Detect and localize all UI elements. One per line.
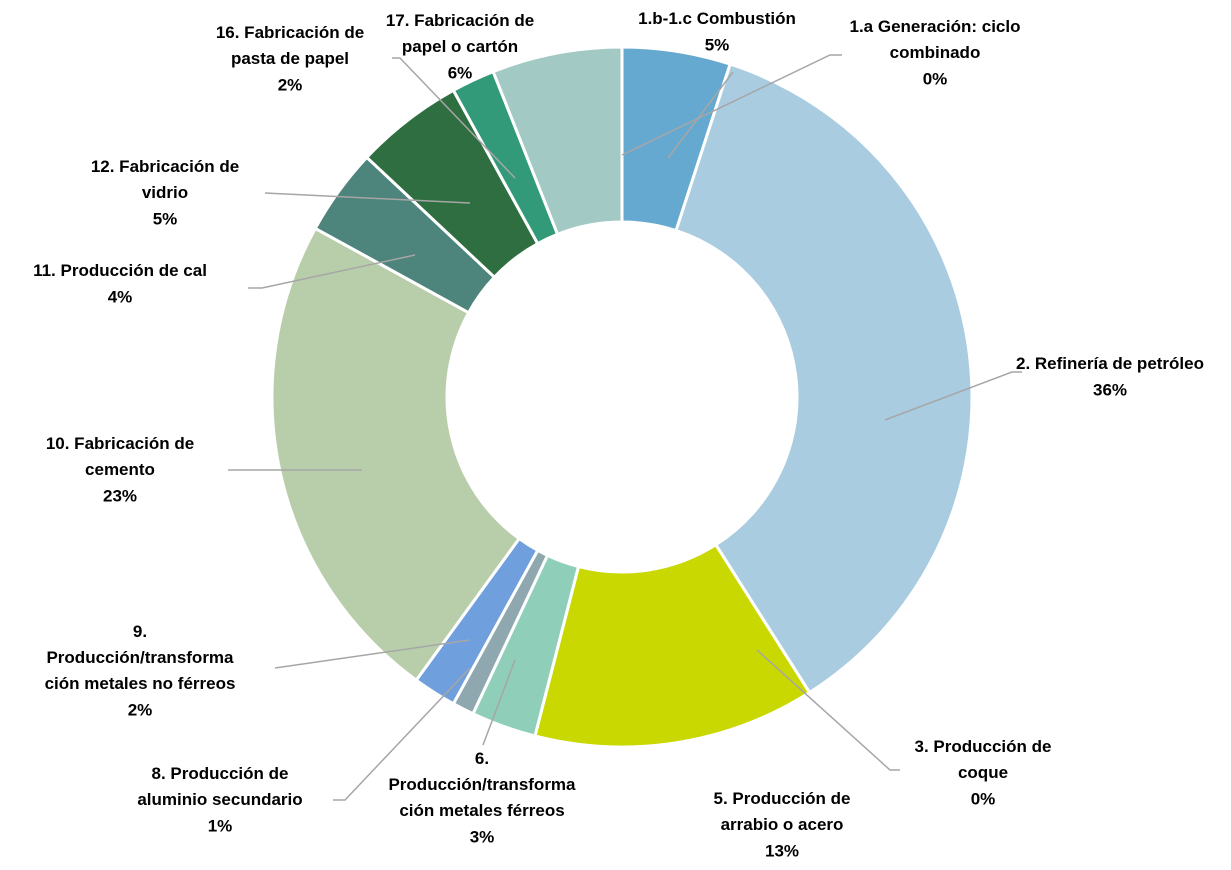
leader-line [621,54,842,156]
label-line: 8. Producción de [152,764,289,783]
value-label: 2% [128,700,153,719]
label-line: pasta de papel [231,49,349,68]
category-label: 12. Fabricación de vidrio [91,157,239,202]
category-label: 16. Fabricación de pasta de papel [216,23,364,68]
leader-line [333,667,471,801]
label-line: 11. Producción de cal [33,261,207,280]
leader-line [667,71,734,159]
label-line: 5. Producción de [714,789,851,808]
value-label: 1% [208,816,233,835]
leader-line [756,649,900,771]
label-line: Producción/transforma [388,775,576,794]
value-label: 6% [448,63,473,82]
category-label: 8. Producción de aluminio secundario [137,764,302,809]
value-label: 36% [1093,380,1127,399]
label-line: 17. Fabricación de [386,11,534,30]
label-line: vidrio [142,183,188,202]
leader-line [274,639,471,669]
label-line: 1.b-1.c Combustión [638,9,796,28]
category-label: 6. Producción/transforma ción metales férr… [388,749,576,820]
value-label: 3% [470,827,495,846]
label-line: 10. Fabricación de [46,434,194,453]
donut-slice [533,542,812,749]
label-line: 3. Producción de [915,737,1052,756]
label-line: Producción/transforma [46,648,234,667]
value-label: 2% [278,75,303,94]
leader-line [248,254,416,289]
label-line: arrabio o acero [721,815,844,834]
donut-slice [674,62,974,695]
label-line: 9. [133,622,147,641]
donut-slice [270,226,522,683]
value-label: 4% [108,287,133,306]
category-label: 2. Refinería de petróleo [1016,354,1204,373]
label-line: aluminio secundario [137,790,302,809]
value-label: 0% [971,789,996,808]
value-label: 23% [103,486,137,505]
label-line: ción metales no férreos [45,674,236,693]
label-line: 1.a Generación: ciclo [849,17,1020,36]
label-line: ción metales férreos [399,801,564,820]
value-label: 5% [705,35,730,54]
category-label: 3. Producción de coque [915,737,1052,782]
value-label: 0% [923,69,948,88]
category-label: 11. Producción de cal [33,261,207,280]
label-line: 2. Refinería de petróleo [1016,354,1204,373]
label-line: cemento [85,460,155,479]
leader-line [884,371,1022,421]
leader-line [482,659,516,746]
category-label: 9. Producción/transforma ción metales no f… [45,622,236,693]
label-line: 16. Fabricación de [216,23,364,42]
category-label: 5. Producción de arrabio o acero [714,789,851,834]
category-label: 1.a Generación: ciclo combinado [849,17,1020,62]
label-line: 12. Fabricación de [91,157,239,176]
label-line: combinado [890,43,981,62]
label-line: coque [958,763,1008,782]
label-line: papel o cartón [402,37,518,56]
donut-slice [491,45,624,237]
value-label: 13% [765,841,799,860]
value-label: 5% [153,209,178,228]
leader-line [392,57,516,179]
label-line: 6. [475,749,489,768]
category-label: 17. Fabricación de papel o cartón [386,11,534,56]
category-label: 10. Fabricación de cemento [46,434,194,479]
category-label: 1.b-1.c Combustión [638,9,796,28]
leader-line [264,192,471,204]
